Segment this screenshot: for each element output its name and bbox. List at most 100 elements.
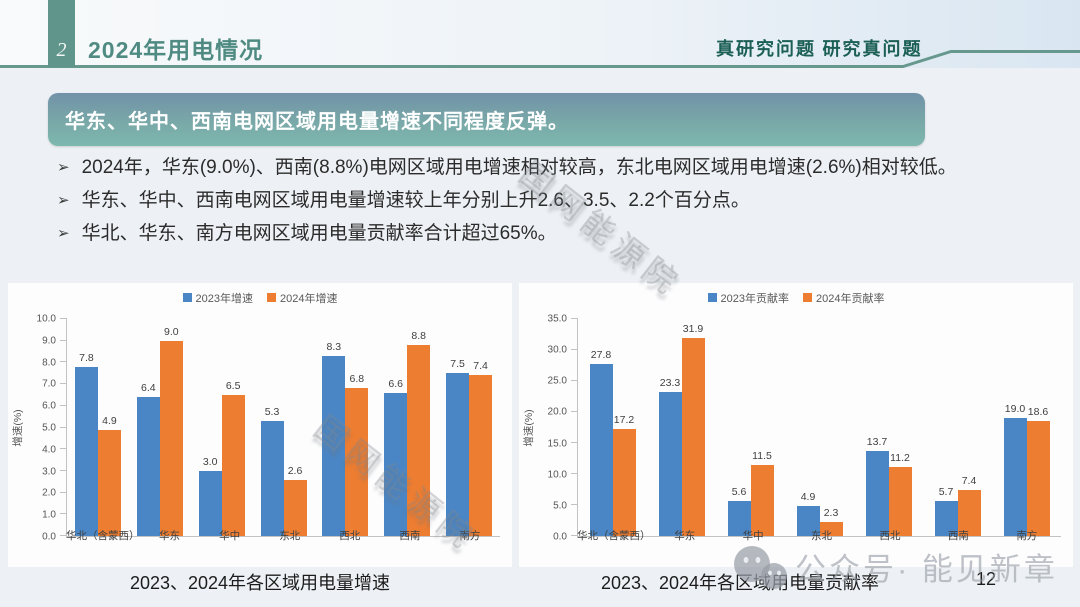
bar: 27.8 [589,349,613,536]
bar: 7.8 [74,352,98,536]
bar: 31.9 [681,323,705,536]
y-tick-label: 2.0 [42,487,56,499]
page-number: 12 [975,569,997,589]
x-axis-label: 西南 [947,530,969,542]
y-tick-mark [571,442,578,443]
plot: 7.8 4.9 6.4 9.0 3.0 6.5 5.3 2.6 8.3 6.8 6.6 8.8 7.5 7… [60,318,500,537]
legend-swatch [803,293,812,302]
bar-value-label: 11.2 [890,451,910,464]
bar-value-label: 2.3 [823,506,839,519]
legend-label: 2024年增速 [280,292,338,305]
bar-value-label: 9.0 [163,325,179,338]
y-tick-mark [571,318,578,319]
y-tick-mark [571,349,578,350]
legend-label: 2023年贡献率 [720,292,789,305]
y-tick-mark [60,469,67,471]
bar: 7.4 [469,360,493,536]
bar: 2.3 [819,507,843,536]
bar-group: 6.6 8.8 [376,319,438,536]
y-tick-label: 10.0 [36,313,56,325]
y-axis-ticks: 0.0 5.0 10.0 15.0 20.0 25.0 30.0 35.0 [535,314,571,543]
bar-value-label: 3.0 [202,455,218,468]
bar-group: 4.9 2.3 [785,319,854,536]
legend-item: 2024年贡献率 [803,290,884,305]
legend-label: 2024年贡献率 [816,292,885,305]
header-slogan: 真研究问题 研究真问题 [716,39,923,59]
y-tick-label: 30.0 [547,344,567,356]
section-banner: 华东、华中、西南电网区域用电量增速不同程度反弹。 [48,93,925,146]
y-tick-mark [60,383,67,385]
bar-value-label: 17.2 [613,414,635,427]
bar: 23.3 [658,377,682,536]
y-tick-label: 4.0 [42,444,56,456]
chart-legend: 2023年增速 2024年增速 [8,283,512,305]
bar: 5.7 [934,486,958,536]
y-tick-label: 8.0 [42,357,56,369]
bar-value-label: 7.8 [79,351,94,364]
bar-group: 23.3 31.9 [647,319,716,536]
y-tick-label: 1.0 [42,509,56,521]
bar-value-label: 5.6 [731,486,747,499]
bar: 5.3 [260,406,284,536]
y-tick-label: 9.0 [42,335,56,347]
bar-group: 6.4 9.0 [129,319,191,536]
bar: 17.2 [612,414,636,536]
bar: 8.3 [322,341,346,536]
legend-swatch [267,293,276,302]
contribution-rate-chart: 2023年贡献率 2024年贡献率 增速(%) 0.0 5.0 10.0 15.0 20.… [519,283,1073,567]
bar-group: 27.8 17.2 [578,319,647,536]
legend-label: 2023年增速 [195,292,253,305]
bar: 11.2 [888,452,912,536]
bar-value-label: 6.6 [388,377,404,390]
plot: 27.8 17.2 23.3 31.9 5.6 11.5 4.9 2.3 13.7 11.2 5.7… [571,318,1061,537]
y-tick-label: 0.0 [42,531,56,543]
bar: 8.8 [407,330,431,536]
bar-value-label: 13.7 [866,436,888,449]
bar-value-label: 19.0 [1004,403,1026,416]
bar: 6.4 [136,382,160,536]
bullet-text: 2024年，华东(9.0%)、西南(8.8%)电网区域用电增速相对较高，东北电网… [81,157,957,178]
y-tick-label: 25.0 [547,375,567,387]
bar: 5.6 [727,486,751,536]
bar: 6.5 [221,380,245,536]
bar-value-label: 11.5 [752,449,772,462]
bar-value-label: 4.9 [102,414,117,427]
bar-value-label: 8.8 [411,330,427,343]
legend-swatch [707,293,717,302]
x-axis-label: 东北 [279,530,301,542]
bullet-arrow-icon: ➢ [57,225,70,242]
bullet-arrow-icon: ➢ [57,192,70,209]
y-axis-title: 增速(%) [522,409,535,447]
y-tick-mark [571,411,578,412]
bar-group: 13.7 11.2 [854,319,923,536]
slide-header: 2 2024年用电情况 真研究问题 研究真问题 [0,0,1080,68]
bar-value-label: 18.6 [1027,405,1049,418]
bar: 13.7 [865,436,889,536]
y-tick-label: 35.0 [547,313,567,325]
y-tick-mark [60,339,67,341]
right-chart-caption: 2023、2024年各区域用电量贡献率 [600,573,880,593]
y-tick-mark [571,535,578,536]
footer: 2023、2024年各区域用电量增速 2023、2024年各区域用电量贡献率 1… [0,569,1080,603]
section-banner-text: 华东、华中、西南电网区域用电量增速不同程度反弹。 [65,111,569,133]
chart-legend: 2023年贡献率 2024年贡献率 [519,283,1073,305]
x-axis-label: 南方 [1016,530,1038,542]
bar-value-label: 4.9 [800,490,816,503]
x-axis-labels: 华北（含蒙西） 华东 华中 东北 西北 西南 南方 [577,523,1061,543]
legend-item: 2024年增速 [267,290,337,305]
bar-value-label: 8.3 [326,340,342,353]
x-axis-labels: 华北（含蒙西） 华东 华中 东北 西北 西南 南方 [66,523,500,543]
bar: 4.9 [97,415,121,536]
x-axis-label: 华北（含蒙西） [577,530,651,542]
y-tick-mark [60,448,67,450]
y-tick-mark [60,426,67,428]
bar: 7.5 [446,358,470,536]
bar-groups: 7.8 4.9 6.4 9.0 3.0 6.5 5.3 2.6 8.3 6.8 6.6 8.8 7.5 7… [67,319,500,536]
bullet-item: ➢ 华北、华东、南方电网区域用电量贡献率合计超过65%。 [57,218,1046,250]
bar-value-label: 7.5 [450,358,465,371]
y-tick-mark [60,404,67,406]
x-axis-label: 南方 [459,530,481,542]
x-axis-label: 华中 [219,530,241,542]
bar-value-label: 6.5 [225,379,241,392]
bar-group: 8.3 6.8 [314,319,376,536]
